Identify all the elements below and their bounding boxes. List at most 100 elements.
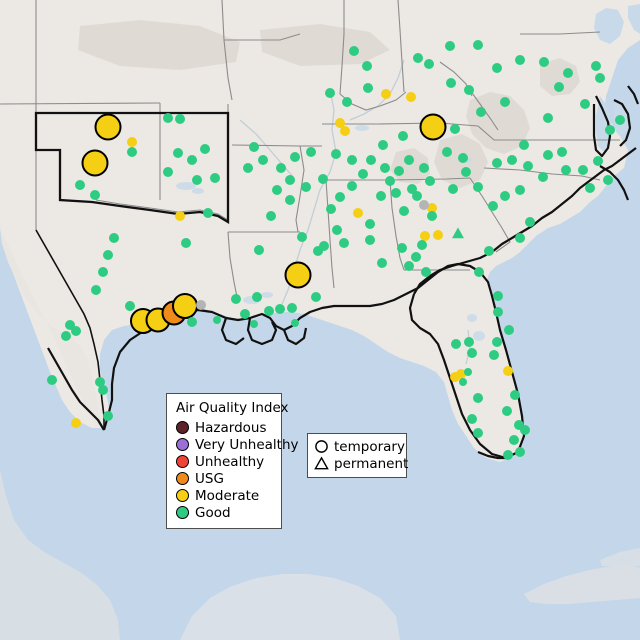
station-tx-sw-2[interactable] — [71, 326, 81, 336]
station-fl-tampa-4[interactable] — [459, 378, 467, 386]
station-va-9[interactable] — [605, 125, 615, 135]
station-oh-1[interactable] — [413, 53, 423, 63]
station-nc-10[interactable] — [603, 175, 613, 185]
station-ok-4[interactable] — [127, 147, 137, 157]
station-tn-3[interactable] — [458, 153, 468, 163]
station-ga-atl-3[interactable] — [412, 191, 422, 201]
station-nc-2[interactable] — [507, 155, 517, 165]
station-ar-2[interactable] — [266, 211, 276, 221]
station-ga-atl-1[interactable] — [427, 203, 437, 213]
station-ga-s-2[interactable] — [433, 230, 443, 240]
station-wv-4[interactable] — [515, 55, 525, 65]
station-tn-w-1[interactable] — [335, 118, 345, 128]
station-tn-w-2[interactable] — [340, 126, 350, 136]
station-wv-5[interactable] — [476, 107, 486, 117]
station-tn-2[interactable] — [442, 147, 452, 157]
station-tx-gulf-3[interactable] — [213, 316, 221, 324]
station-va-8[interactable] — [615, 115, 625, 125]
station-tn-7[interactable] — [404, 155, 414, 165]
station-tx-sw-1[interactable] — [65, 320, 75, 330]
station-ar-4[interactable] — [301, 182, 311, 192]
station-ar-1[interactable] — [210, 173, 220, 183]
station-sc-8[interactable] — [515, 233, 525, 243]
station-fl-tampa-3[interactable] — [464, 368, 472, 376]
station-nc-8[interactable] — [578, 165, 588, 175]
station-fl-e-3[interactable] — [492, 337, 502, 347]
station-nc-1[interactable] — [492, 158, 502, 168]
station-tx-gulf-2[interactable] — [187, 317, 197, 327]
station-va-6[interactable] — [595, 73, 605, 83]
station-tn-w-3[interactable] — [331, 149, 341, 159]
station-in-2[interactable] — [362, 61, 372, 71]
station-ms-5[interactable] — [318, 174, 328, 184]
station-fl-sw-1[interactable] — [473, 428, 483, 438]
station-la-6[interactable] — [287, 303, 297, 313]
station-tx-w-4[interactable] — [91, 285, 101, 295]
station-tn-8[interactable] — [419, 163, 429, 173]
station-sc-1[interactable] — [448, 184, 458, 194]
station-ok-7[interactable] — [187, 155, 197, 165]
station-tx-rgv-1[interactable] — [71, 418, 81, 428]
station-al-1[interactable] — [376, 191, 386, 201]
station-al-4[interactable] — [353, 208, 363, 218]
station-tn-10[interactable] — [366, 155, 376, 165]
legend-row-usg[interactable]: USG — [176, 470, 272, 487]
station-va-7[interactable] — [580, 99, 590, 109]
station-fl-e-5[interactable] — [503, 366, 513, 376]
station-nodata-2[interactable] — [419, 200, 429, 210]
station-nc-4[interactable] — [538, 172, 548, 182]
station-fl-se-2[interactable] — [502, 406, 512, 416]
station-ms-3[interactable] — [297, 232, 307, 242]
station-tx-gulf-1[interactable] — [125, 301, 135, 311]
station-fl-ne-1[interactable] — [474, 267, 484, 277]
station-mo-1[interactable] — [290, 152, 300, 162]
station-tn-4[interactable] — [380, 163, 390, 173]
station-ga-atl-2[interactable] — [427, 211, 437, 221]
station-nc-11[interactable] — [585, 183, 595, 193]
station-ok-panhandle-2[interactable] — [81, 149, 109, 177]
station-ky-3[interactable] — [406, 92, 416, 102]
station-al-7[interactable] — [339, 238, 349, 248]
station-al-10[interactable] — [319, 241, 329, 251]
station-wv-2[interactable] — [500, 97, 510, 107]
station-ok-8[interactable] — [192, 175, 202, 185]
station-tx-w-1[interactable] — [109, 233, 119, 243]
station-tx-c-1[interactable] — [181, 238, 191, 248]
station-ky-5[interactable] — [398, 131, 408, 141]
station-sc-5[interactable] — [500, 191, 510, 201]
station-ms-6[interactable] — [326, 204, 336, 214]
station-ar-7[interactable] — [258, 155, 268, 165]
station-fl-c-1[interactable] — [464, 337, 474, 347]
station-ms-2[interactable] — [313, 246, 323, 256]
station-ga-s-1[interactable] — [420, 231, 430, 241]
station-tn-6[interactable] — [394, 166, 404, 176]
station-al-3[interactable] — [335, 192, 345, 202]
station-nodata-1[interactable] — [196, 300, 206, 310]
station-tn-1[interactable] — [378, 140, 388, 150]
station-tx-s-2[interactable] — [95, 377, 105, 387]
station-dfw-1[interactable] — [175, 211, 185, 221]
station-tx-sw-3[interactable] — [61, 331, 71, 341]
legend-row-good[interactable]: Good — [176, 504, 272, 521]
station-tx-rgv-2[interactable] — [103, 411, 113, 421]
station-fl-tampa-1[interactable] — [456, 369, 466, 379]
station-tx-w-2[interactable] — [103, 250, 113, 260]
station-fl-pan-2[interactable] — [411, 252, 421, 262]
station-nc-7[interactable] — [543, 150, 553, 160]
station-ok-10[interactable] — [200, 144, 210, 154]
station-fl-tampa-2[interactable] — [450, 372, 460, 382]
station-ga-sw-1[interactable] — [397, 243, 407, 253]
station-la-3[interactable] — [252, 292, 262, 302]
station-la-8[interactable] — [291, 319, 299, 327]
station-ar-3[interactable] — [285, 195, 295, 205]
station-ok-6[interactable] — [173, 148, 183, 158]
station-fl-c-2[interactable] — [467, 348, 477, 358]
station-fl-ne-2[interactable] — [493, 291, 503, 301]
station-fl-se-7[interactable] — [503, 450, 513, 460]
station-la-2[interactable] — [240, 309, 250, 319]
station-la-n-1[interactable] — [254, 245, 264, 255]
station-ky-1[interactable] — [419, 113, 447, 141]
station-al-8[interactable] — [358, 169, 368, 179]
station-ky-6[interactable] — [450, 124, 460, 134]
station-fl-pan-1[interactable] — [377, 258, 387, 268]
